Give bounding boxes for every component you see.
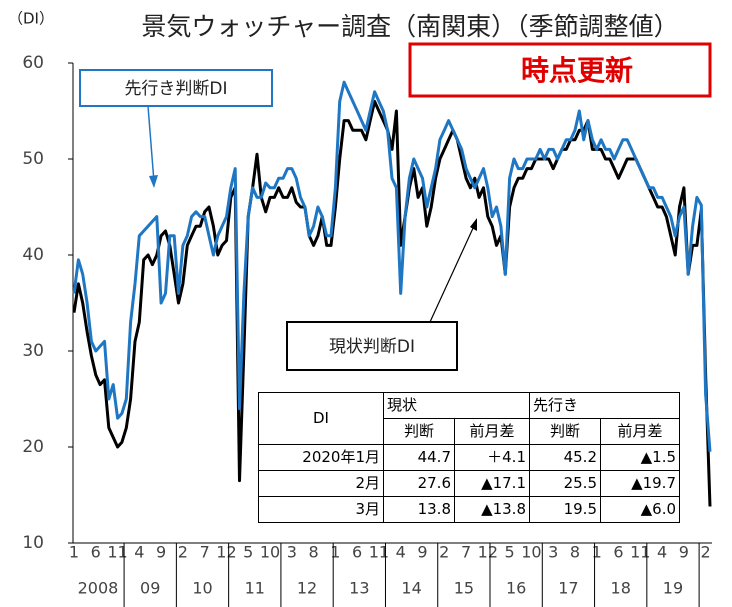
table-row: 3月 13.8 ▲13.8 19.5 ▲6.0 [258, 496, 680, 523]
table-cell: ▲13.8 [454, 496, 530, 523]
badge: 時点更新 [521, 54, 633, 87]
table-cell: 3月 [258, 496, 384, 523]
x-tick-label: 12 [216, 543, 236, 562]
y-tick-label: 20 [22, 437, 44, 457]
table-cell: 2月 [258, 470, 384, 497]
year-label: 18 [611, 579, 631, 598]
annotation-box [286, 321, 458, 371]
x-tick-label: 10 [260, 543, 280, 562]
arrow-head [149, 175, 158, 188]
year-label: 16 [506, 579, 526, 598]
x-tick-label: 1 [592, 543, 602, 562]
x-tick-label: 11 [107, 543, 127, 562]
x-tick-label: 5 [243, 543, 253, 562]
table-cell: 44.7 [383, 444, 455, 471]
y-tick-label: 60 [22, 53, 44, 73]
x-tick-label: 9 [679, 543, 689, 562]
x-tick-label: 3 [287, 543, 297, 562]
y-tick-label: 30 [22, 341, 44, 361]
x-tick-label: 6 [352, 543, 362, 562]
x-tick-label: 5 [505, 543, 515, 562]
series-line [72, 99, 712, 507]
x-tick-label: 7 [200, 543, 210, 562]
y-tick-label: 10 [22, 533, 44, 553]
year-label: 19 [663, 579, 683, 598]
year-label: 17 [558, 579, 578, 598]
year-label: 09 [140, 579, 160, 598]
arrow [429, 225, 475, 323]
unit-label: （DI） [8, 10, 54, 28]
x-tick-label: 2 [178, 543, 188, 562]
arrow [147, 105, 155, 183]
table-cell: 25.5 [529, 470, 601, 497]
x-tick-label: 9 [417, 543, 427, 562]
x-tick-label: 4 [396, 543, 406, 562]
x-tick-label: 1 [69, 543, 79, 562]
x-tick-label: 11 [369, 543, 389, 562]
year-label: 12 [297, 579, 317, 598]
table-cell: 45.2 [529, 444, 601, 471]
series-line [72, 80, 712, 452]
table-cell: 27.6 [383, 470, 455, 497]
table-group: 先行き [529, 392, 680, 419]
table-cell: 19.5 [529, 496, 601, 523]
arrow-head [470, 218, 477, 231]
x-tick-label: 11 [630, 543, 650, 562]
x-tick-label: 8 [308, 543, 318, 562]
x-tick-label: 4 [657, 543, 667, 562]
x-tick-label: 6 [613, 543, 623, 562]
table-cell: ▲6.0 [600, 496, 680, 523]
table-cell: 13.8 [383, 496, 455, 523]
table-cell: ▲1.5 [600, 444, 680, 471]
year-label: 14 [401, 579, 421, 598]
y-tick-label: 50 [22, 149, 44, 169]
table-subheader: 判断 [529, 418, 601, 445]
x-tick-label: 3 [548, 543, 558, 562]
x-tick-label: 4 [134, 543, 144, 562]
x-tick-label: 10 [521, 543, 541, 562]
table-cell: ▲17.1 [454, 470, 530, 497]
x-tick-label: 12 [478, 543, 498, 562]
table-subheader: 前月差 [454, 418, 530, 445]
year-label: 10 [192, 579, 212, 598]
annotation-box [79, 69, 273, 107]
x-tick-label: 2 [701, 543, 711, 562]
table-cell: 2020年1月 [258, 444, 384, 471]
year-label: 13 [349, 579, 369, 598]
table-group: 現状 [383, 392, 530, 419]
y-tick-label: 40 [22, 245, 44, 265]
chart-title: 景気ウォッチャー調査（南関東）（季節調整値） [141, 12, 678, 41]
x-tick-label: 9 [156, 543, 166, 562]
badge-box [408, 42, 712, 98]
x-tick-label: 6 [91, 543, 101, 562]
x-tick-label: 8 [570, 543, 580, 562]
table-row: 2020年1月 44.7 ＋4.1 45.2 ▲1.5 [258, 444, 680, 471]
year-label: 15 [454, 579, 474, 598]
table-row: 2月 27.6 ▲17.1 25.5 ▲19.7 [258, 470, 680, 497]
table-subheader: 判断 [383, 418, 455, 445]
x-tick-label: 7 [461, 543, 471, 562]
year-label: 2008 [78, 579, 119, 598]
annotation: 先行き判断DI [124, 79, 227, 99]
table-cell: ＋4.1 [454, 444, 530, 471]
summary-table: DI 現状 先行き 判断 前月差 判断 前月差 2020年1月 44.7 ＋4.1 4… [258, 392, 680, 523]
table-subheader: 前月差 [600, 418, 680, 445]
year-label: 11 [245, 579, 265, 598]
x-tick-label: 2 [439, 543, 449, 562]
table-corner: DI [258, 392, 384, 445]
annotation: 現状判断DI [329, 337, 415, 357]
table-cell: ▲19.7 [600, 470, 680, 497]
x-tick-label: 1 [330, 543, 340, 562]
